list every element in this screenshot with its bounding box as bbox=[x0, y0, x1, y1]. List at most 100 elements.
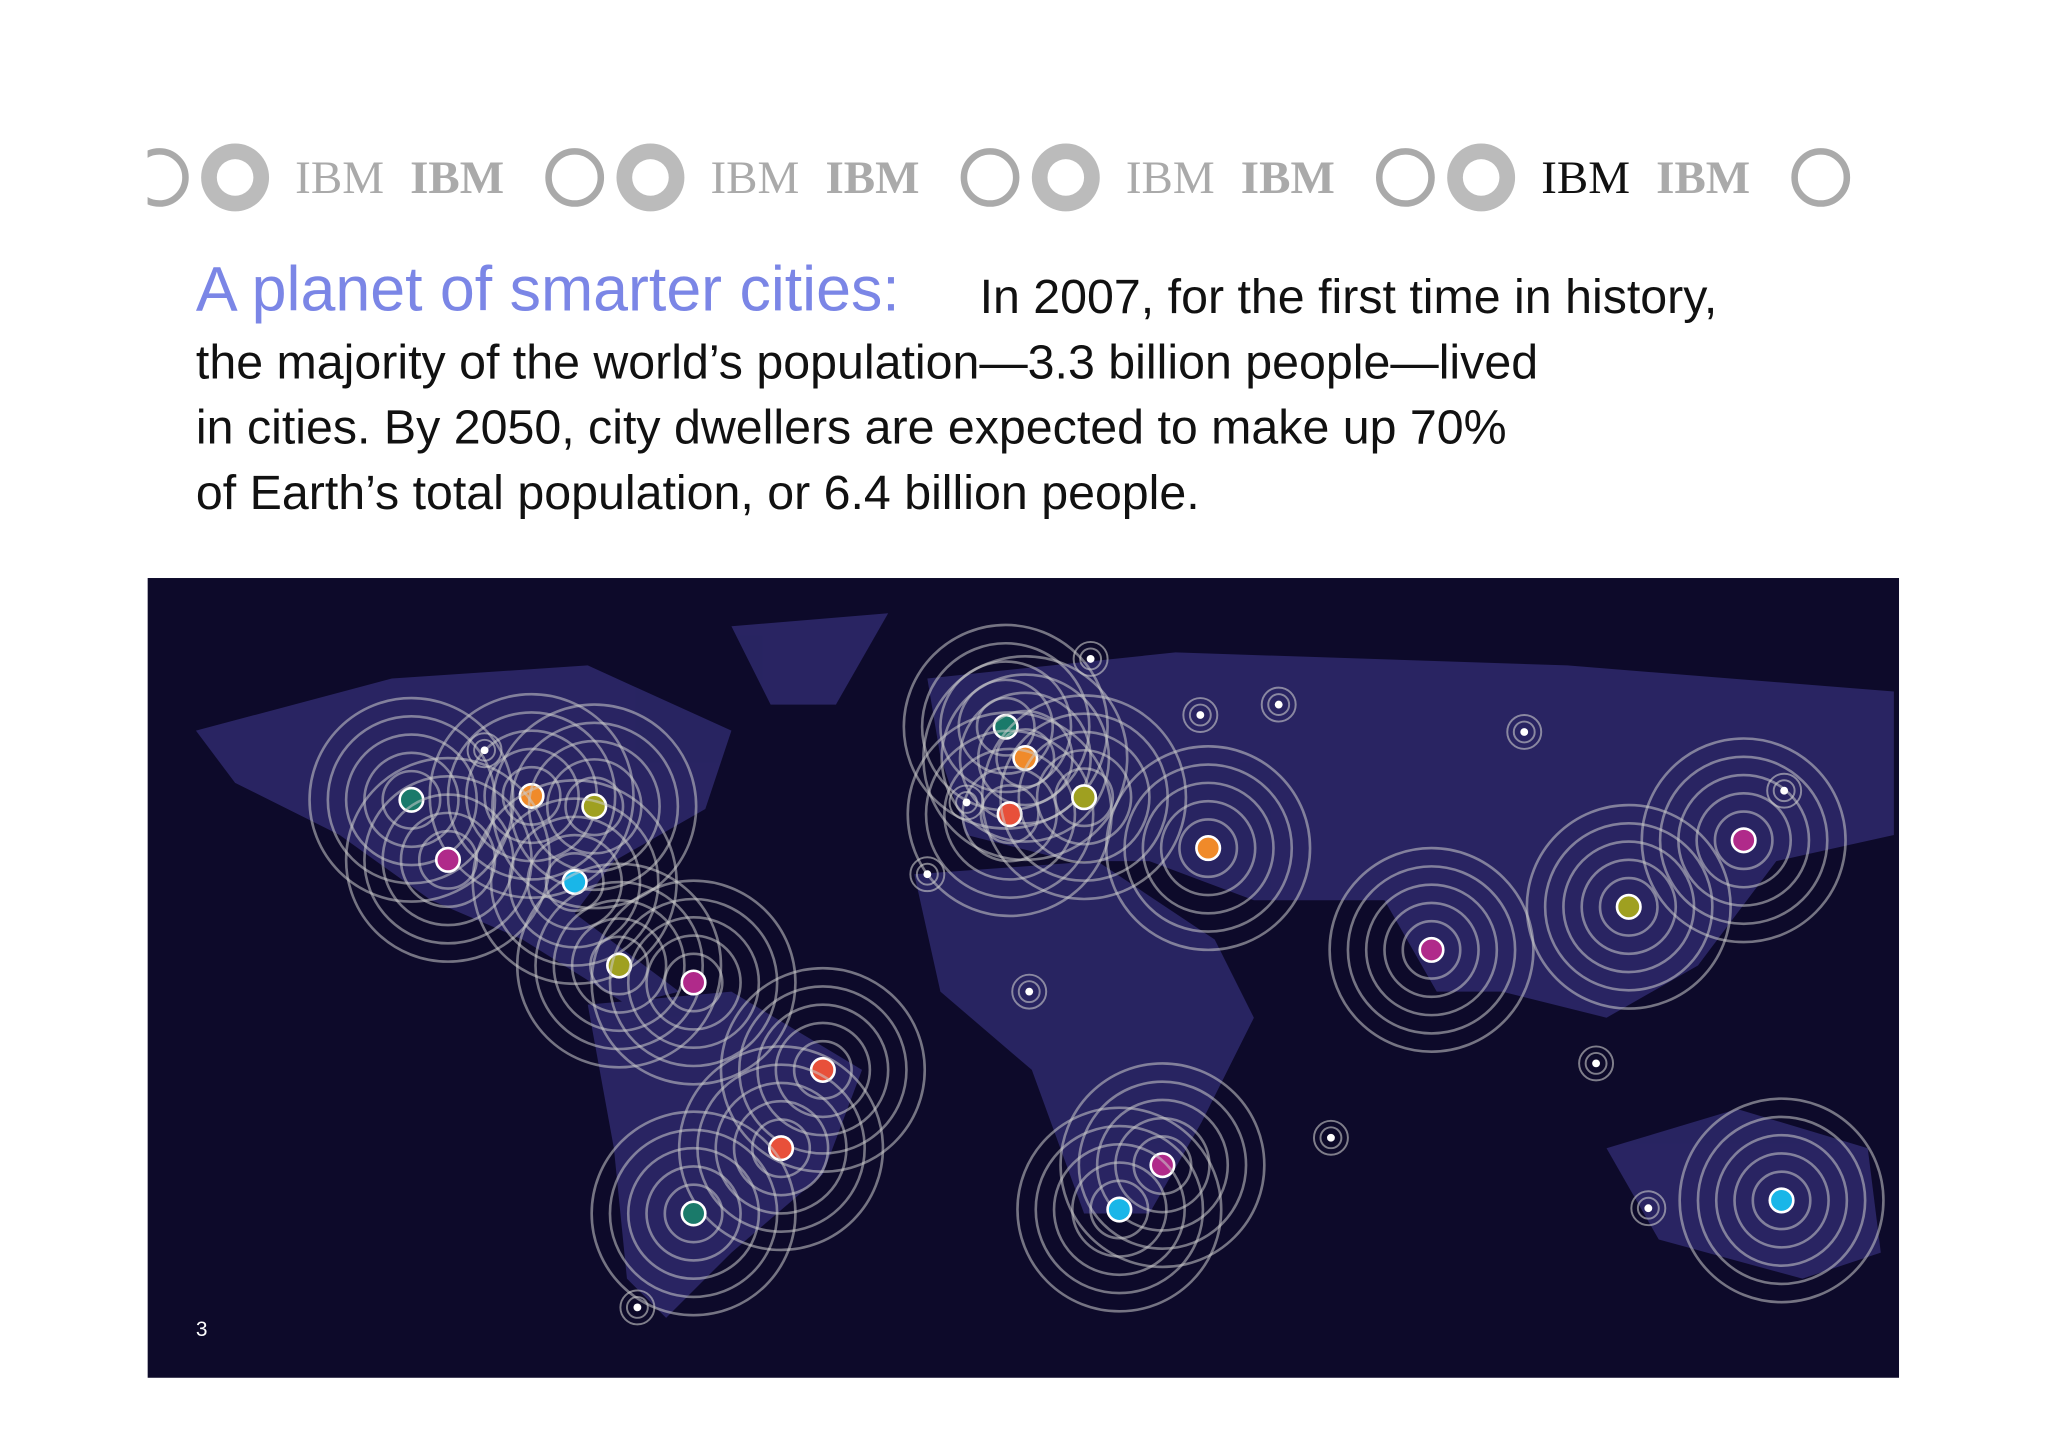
ring bbox=[1525, 803, 1732, 1010]
ring bbox=[1713, 810, 1774, 871]
body-line: in cities. By 2050, city dwellers are ex… bbox=[196, 401, 1507, 455]
small-dot bbox=[480, 746, 489, 755]
city-dot bbox=[434, 846, 462, 873]
ring bbox=[751, 1118, 812, 1179]
ring bbox=[1312, 1119, 1349, 1156]
small-dot bbox=[1086, 654, 1095, 663]
ring bbox=[979, 784, 1040, 845]
ring bbox=[1512, 720, 1536, 744]
ibm-logo: IBM bbox=[295, 152, 384, 204]
ring bbox=[939, 660, 1073, 794]
ctr-logo bbox=[960, 148, 1020, 207]
ring bbox=[1772, 779, 1796, 803]
ring bbox=[1260, 686, 1297, 723]
ring bbox=[326, 715, 497, 885]
ring bbox=[1751, 1170, 1812, 1231]
small-dot bbox=[1520, 728, 1529, 736]
ring bbox=[732, 1099, 830, 1197]
ring bbox=[909, 856, 946, 893]
ring bbox=[589, 935, 650, 996]
ring bbox=[1696, 1115, 1867, 1286]
ring bbox=[1089, 1179, 1150, 1240]
ring bbox=[619, 1289, 656, 1326]
small-dot bbox=[1196, 711, 1205, 719]
small-dot bbox=[962, 798, 971, 807]
ring bbox=[417, 829, 479, 890]
ring bbox=[1079, 647, 1103, 671]
ring bbox=[1401, 919, 1462, 980]
ring bbox=[1077, 1080, 1248, 1250]
ring bbox=[608, 897, 779, 1068]
world-map bbox=[147, 578, 1900, 1378]
slide-title: A planet of smarter cities: bbox=[196, 255, 900, 325]
ring bbox=[534, 880, 704, 1051]
ring bbox=[466, 732, 503, 769]
ring bbox=[625, 1295, 649, 1319]
ring bbox=[1182, 697, 1219, 733]
ring bbox=[915, 862, 939, 886]
ring bbox=[1178, 818, 1239, 879]
small-dot bbox=[633, 1303, 642, 1312]
ring bbox=[961, 765, 1058, 863]
ring bbox=[943, 747, 1077, 881]
city-markers bbox=[308, 623, 1885, 1326]
ring bbox=[756, 1003, 890, 1137]
ring bbox=[515, 862, 723, 1069]
city-dot bbox=[680, 1200, 707, 1227]
ring bbox=[1766, 772, 1803, 809]
ring bbox=[1630, 1190, 1667, 1227]
city-dot bbox=[1071, 784, 1098, 811]
ring bbox=[363, 775, 533, 945]
small-dot bbox=[1592, 1059, 1600, 1068]
ring bbox=[714, 1081, 848, 1215]
ring bbox=[626, 1146, 761, 1280]
ring bbox=[1035, 748, 1133, 846]
ring bbox=[645, 1165, 742, 1262]
ring bbox=[1598, 876, 1659, 937]
ring bbox=[626, 915, 761, 1050]
ring bbox=[1636, 1196, 1660, 1220]
seal-logo-inner bbox=[632, 159, 669, 196]
ring bbox=[1054, 767, 1115, 828]
ring bbox=[1714, 1133, 1849, 1267]
ring bbox=[491, 703, 698, 910]
ring bbox=[1695, 792, 1792, 889]
ring bbox=[483, 747, 580, 845]
ring bbox=[1658, 755, 1829, 926]
ring bbox=[1104, 745, 1312, 952]
ring bbox=[544, 852, 605, 913]
ibm-logo: IBM bbox=[410, 152, 504, 204]
small-dot bbox=[923, 870, 932, 879]
ring bbox=[1733, 1152, 1830, 1249]
ring bbox=[924, 729, 1095, 899]
city-dot bbox=[1418, 936, 1445, 963]
ring bbox=[774, 1021, 872, 1119]
small-dot bbox=[1327, 1133, 1335, 1142]
body-line: of Earth’s total population, or 6.4 bill… bbox=[196, 466, 1200, 520]
city-dot bbox=[1768, 1187, 1795, 1214]
city-dot bbox=[1615, 893, 1642, 920]
ring bbox=[1017, 980, 1041, 1004]
ring bbox=[1364, 883, 1499, 1017]
ring bbox=[608, 1128, 779, 1299]
page-number: 3 bbox=[196, 1318, 208, 1341]
body-line: the majority of the world’s population—3… bbox=[196, 335, 1538, 389]
ring bbox=[552, 898, 686, 1033]
ring bbox=[564, 776, 625, 837]
city-dot bbox=[809, 1056, 836, 1083]
ring bbox=[1059, 1062, 1266, 1269]
ring bbox=[1016, 1106, 1223, 1313]
ring bbox=[1677, 773, 1811, 907]
city-dot bbox=[680, 969, 707, 996]
ring bbox=[1159, 799, 1257, 897]
ring bbox=[344, 756, 552, 963]
ibm-logo: IBM bbox=[1126, 152, 1215, 204]
ring bbox=[663, 1183, 724, 1244]
ring bbox=[1017, 730, 1151, 864]
ring bbox=[1011, 973, 1048, 1010]
ring bbox=[955, 791, 978, 814]
ring bbox=[1188, 703, 1212, 727]
ctr-logo bbox=[545, 148, 605, 207]
ring bbox=[1580, 858, 1678, 956]
